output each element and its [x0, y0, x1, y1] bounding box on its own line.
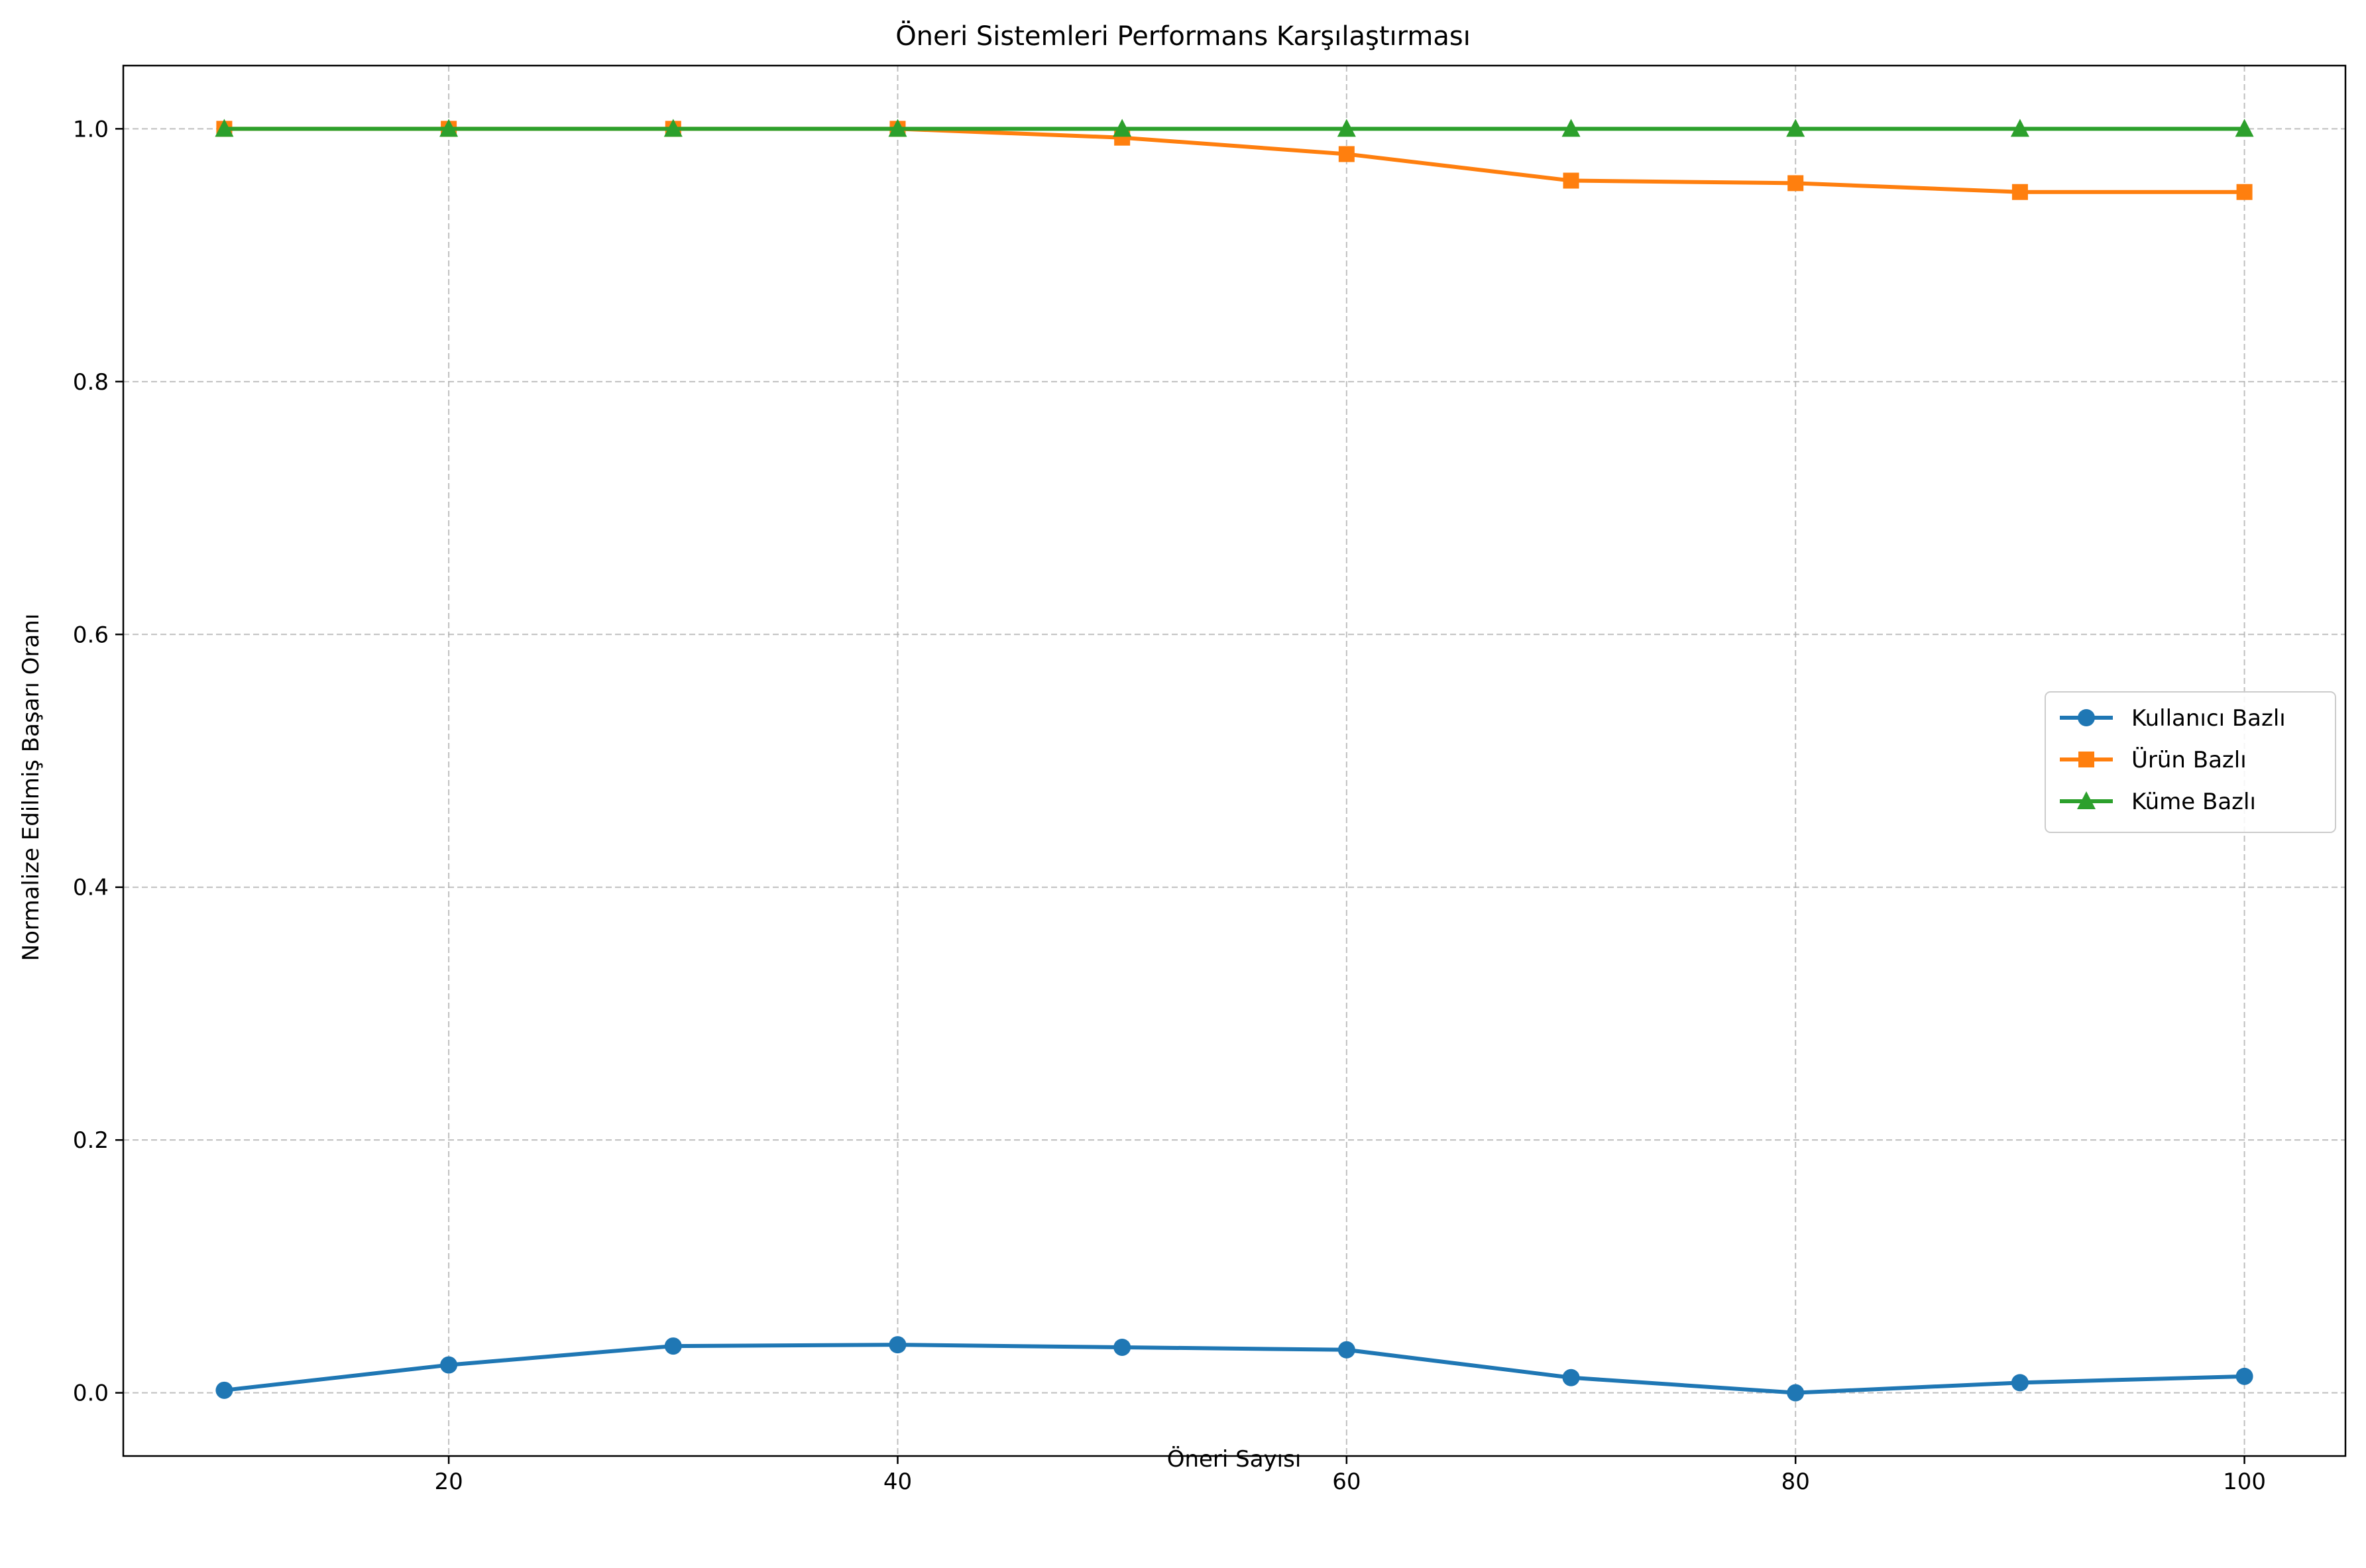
legend-label: Kullanıcı Bazlı — [2131, 705, 2286, 732]
y-tick-label: 0.2 — [73, 1127, 109, 1154]
legend-marker — [2077, 791, 2096, 809]
legend-marker — [2078, 709, 2095, 726]
data-point — [215, 1381, 233, 1399]
data-point — [439, 119, 459, 137]
data-point — [1787, 175, 1804, 192]
series-layer — [215, 119, 2254, 1402]
legend-label: Ürün Bazlı — [2131, 746, 2247, 773]
data-point — [1113, 119, 1132, 137]
data-point — [1787, 1384, 1805, 1402]
x-tick-label: 100 — [2223, 1469, 2266, 1495]
legend-marker — [2078, 752, 2094, 767]
data-point — [888, 119, 907, 137]
y-tick-label: 0.0 — [73, 1380, 109, 1407]
data-point — [1337, 1341, 1355, 1359]
x-tick-label: 80 — [1781, 1469, 1810, 1495]
data-point — [215, 119, 234, 137]
legend-box — [2045, 691, 2336, 833]
y-tick-label: 0.8 — [73, 369, 109, 396]
data-point — [663, 119, 683, 137]
legend-label: Küme Bazlı — [2131, 789, 2256, 815]
y-axis-label: Normalize Edilmiş Başarı Oranı — [18, 614, 44, 962]
legend-item: Ürün Bazlı — [2060, 746, 2247, 773]
data-point — [440, 1356, 458, 1374]
y-tick-label: 1.0 — [73, 116, 109, 142]
data-point — [1786, 119, 1805, 137]
data-point — [2235, 1367, 2253, 1385]
data-point — [1337, 119, 1356, 137]
data-point — [1113, 1338, 1131, 1356]
legend-item: Kullanıcı Bazlı — [2060, 705, 2286, 732]
data-point — [2010, 119, 2029, 137]
data-point — [2235, 119, 2254, 137]
chart-title: Öneri Sistemleri Performans Karşılaştırm… — [895, 20, 1471, 52]
data-point — [2011, 1374, 2029, 1392]
data-point — [1562, 1369, 1580, 1386]
legend-item: Küme Bazlı — [2060, 789, 2256, 815]
data-point — [1563, 172, 1579, 189]
axes-frame — [122, 64, 2347, 1457]
data-point — [889, 1336, 907, 1354]
legend: Kullanıcı Bazlı Ürün Bazlı Küme Bazlı — [2045, 691, 2336, 833]
x-tick-label: 60 — [1332, 1469, 1361, 1495]
data-point — [1561, 119, 1581, 137]
data-point — [2236, 184, 2253, 200]
x-tick-label: 40 — [883, 1469, 912, 1495]
data-point — [664, 1337, 682, 1355]
x-axis-label: Öneri Sayısı — [1167, 1445, 1302, 1473]
data-point — [1338, 146, 1355, 162]
y-tick-label: 0.6 — [73, 622, 109, 648]
y-tick-label: 0.4 — [73, 875, 109, 901]
series-k-me-bazl — [215, 119, 2254, 137]
series-kullan-c-bazl — [215, 1336, 2253, 1402]
axis-ticks: 20 40 60 80 100 0.0 0.2 0.4 0.6 0.8 1.0 — [73, 116, 2266, 1495]
data-point — [2011, 184, 2028, 200]
series-line — [222, 1343, 2247, 1395]
x-tick-label: 20 — [434, 1469, 463, 1495]
